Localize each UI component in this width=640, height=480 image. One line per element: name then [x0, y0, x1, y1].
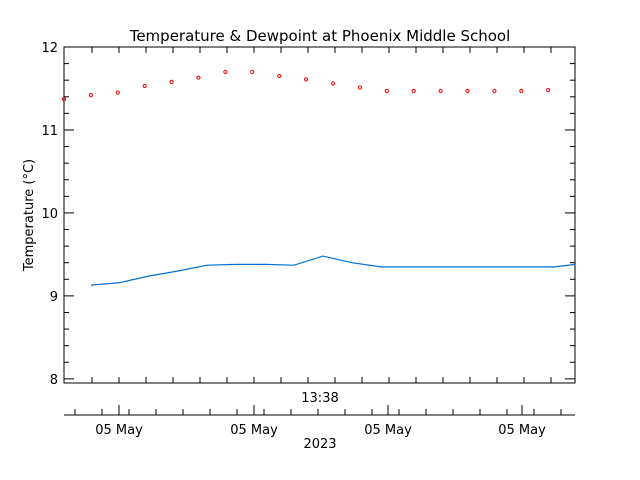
dewpoint-point [142, 83, 147, 89]
y-axis: 8 9 10 11 12 [41, 41, 575, 388]
y-tick-label-12: 12 [41, 41, 58, 56]
dewpoint-point [384, 88, 389, 94]
time-label: 13:38 [301, 391, 338, 406]
dewpoint-point [330, 81, 336, 86]
top-axis-ticks [91, 47, 552, 383]
series-temperature [90, 255, 576, 286]
dewpoint-point [115, 90, 120, 95]
y-axis-label: Temperature (°C) [22, 159, 37, 272]
dewpoint-point [250, 69, 255, 74]
dewpoint-point [223, 69, 228, 74]
dewpoint-point [546, 88, 551, 93]
plot-frame [63, 46, 576, 384]
temperature-line [90, 255, 576, 286]
chart-title: Temperature & Dewpoint at Phoenix Middle… [129, 27, 511, 45]
dewpoint-point [277, 73, 282, 79]
dewpoint-point [169, 79, 174, 84]
x-axis-ticks: 05 May 05 May 05 May 05 May [74, 405, 562, 438]
dewpoint-point [519, 88, 524, 94]
dewpoint-point [411, 88, 416, 94]
date-label: 05 May [364, 423, 412, 438]
y-tick-label-9: 9 [50, 290, 58, 305]
dewpoint-point [61, 97, 67, 102]
year-label: 2023 [303, 437, 336, 452]
date-label: 05 May [95, 423, 143, 438]
dewpoint-point [438, 88, 443, 94]
date-label: 05 May [498, 423, 546, 438]
y-tick-label-11: 11 [41, 124, 58, 139]
dewpoint-point [196, 75, 201, 80]
dewpoint-point [304, 77, 309, 82]
dewpoint-point [492, 88, 497, 94]
series-dewpoint [61, 69, 551, 102]
date-label: 05 May [230, 423, 278, 438]
dewpoint-point [88, 93, 94, 98]
y-tick-label-10: 10 [41, 207, 58, 222]
y-tick-label-8: 8 [50, 373, 58, 388]
dewpoint-point [465, 88, 470, 94]
dewpoint-point [357, 85, 362, 90]
